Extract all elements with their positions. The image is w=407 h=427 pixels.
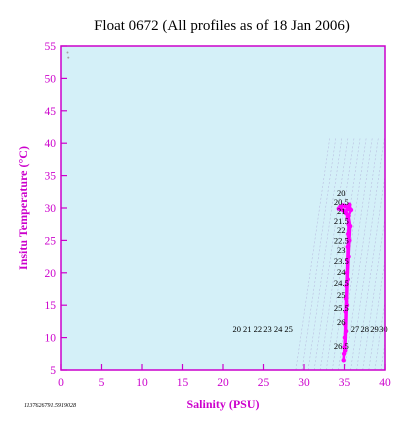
y-tick-label: 15 xyxy=(45,300,57,312)
density-label: 24 xyxy=(337,267,346,277)
x-tick-label: 40 xyxy=(379,377,391,389)
data-point xyxy=(345,277,350,282)
chart-title: Float 0672 (All profiles as of 18 Jan 20… xyxy=(94,18,350,34)
data-point xyxy=(344,283,349,288)
density-label: 30 xyxy=(379,324,388,334)
data-point xyxy=(346,254,351,259)
y-tick-label: 10 xyxy=(45,333,57,345)
x-axis-title: Salinity (PSU) xyxy=(186,397,259,411)
data-point xyxy=(343,203,348,209)
x-tick-label: 30 xyxy=(298,377,310,389)
density-contour xyxy=(313,136,349,370)
density-contour xyxy=(295,136,331,370)
density-label: 24 xyxy=(274,324,283,334)
data-point xyxy=(344,303,350,308)
density-label: 21 xyxy=(337,206,346,216)
data-point xyxy=(346,213,351,218)
density-label: 23.5 xyxy=(334,256,349,266)
outlier-point xyxy=(66,51,69,54)
density-label: 28 xyxy=(361,324,370,334)
density-label: 25.5 xyxy=(334,303,349,313)
y-tick-label: 50 xyxy=(45,73,57,85)
x-tick-label: 35 xyxy=(339,377,351,389)
x-tick-label: 15 xyxy=(177,377,189,389)
density-label: 22 xyxy=(254,324,263,334)
data-point xyxy=(347,223,353,229)
outlier-point xyxy=(67,56,70,59)
density-label: 25 xyxy=(337,290,346,300)
density-label: 21.5 xyxy=(334,216,349,226)
density-label: 23 xyxy=(337,245,346,255)
density-label: 20 xyxy=(337,188,346,198)
x-tick-label: 0 xyxy=(58,377,64,389)
density-contour xyxy=(301,136,337,370)
density-contour xyxy=(387,137,407,370)
y-tick-label: 25 xyxy=(45,235,57,247)
plot-background xyxy=(61,46,385,370)
data-point xyxy=(345,231,351,237)
x-tick-label: 10 xyxy=(136,377,148,389)
density-label: 20 xyxy=(233,324,242,334)
density-contour xyxy=(362,215,385,370)
data-point xyxy=(344,270,350,275)
y-tick-label: 35 xyxy=(45,171,57,183)
x-tick-label: 25 xyxy=(258,377,270,389)
density-label: 26.5 xyxy=(334,341,349,351)
footer-stamp: 1137626791.5919028 xyxy=(24,403,76,409)
density-contour-lines xyxy=(295,136,407,370)
density-label: 26 xyxy=(337,317,346,327)
density-label: 24.5 xyxy=(334,278,349,288)
data-point xyxy=(345,244,350,250)
data-point xyxy=(342,335,348,340)
density-label: 27 xyxy=(351,324,360,334)
y-tick-label: 5 xyxy=(50,365,56,377)
y-tick-label: 40 xyxy=(45,138,57,150)
density-contour xyxy=(338,136,373,370)
y-tick-label: 45 xyxy=(45,106,57,118)
density-contour xyxy=(319,136,355,370)
density-label: 20.5 xyxy=(334,197,349,207)
data-point xyxy=(343,348,348,353)
y-tick-label: 55 xyxy=(45,41,57,53)
data-point xyxy=(347,202,352,207)
density-label: 29 xyxy=(370,324,379,334)
density-label: 22.5 xyxy=(334,235,349,245)
density-contour xyxy=(344,136,379,370)
density-contour xyxy=(307,136,343,370)
x-tick-label: 20 xyxy=(217,377,229,389)
density-label: 23 xyxy=(263,324,272,334)
density-label-layer: 2020.52121.52222.52323.52424.52525.52626… xyxy=(233,188,388,351)
density-contour xyxy=(326,136,361,370)
data-series-layer xyxy=(66,51,354,363)
y-tick-label: 30 xyxy=(45,203,57,215)
y-axis: 5 10 15 20 25 30 35 40 45 50 55 xyxy=(45,41,67,377)
density-label: 25 xyxy=(284,324,293,334)
data-point xyxy=(343,322,348,327)
x-axis: 0 5 10 15 20 25 30 35 40 xyxy=(58,364,391,389)
data-point xyxy=(341,358,346,363)
density-contour xyxy=(356,173,385,370)
density-label: 21 xyxy=(243,324,252,334)
y-axis-title: Insitu Temperature (°C) xyxy=(16,146,30,270)
density-contour xyxy=(350,136,385,370)
y-tick-label: 20 xyxy=(45,268,57,280)
data-point xyxy=(347,238,352,243)
data-point xyxy=(343,296,349,301)
data-point xyxy=(343,328,349,334)
data-point xyxy=(348,207,354,213)
x-tick-label: 5 xyxy=(99,377,105,389)
density-label: 22 xyxy=(337,225,346,235)
data-point xyxy=(343,309,348,314)
